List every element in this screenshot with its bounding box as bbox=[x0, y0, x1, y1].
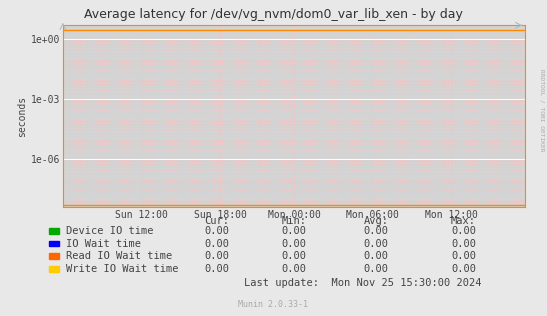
Text: Last update:  Mon Nov 25 15:30:00 2024: Last update: Mon Nov 25 15:30:00 2024 bbox=[244, 278, 481, 288]
Text: RRDTOOL / TOBI OETIKER: RRDTOOL / TOBI OETIKER bbox=[539, 69, 544, 152]
Text: Max:: Max: bbox=[451, 216, 476, 227]
Text: Write IO Wait time: Write IO Wait time bbox=[66, 264, 178, 274]
Text: 0.00: 0.00 bbox=[281, 226, 306, 236]
Text: 0.00: 0.00 bbox=[451, 226, 476, 236]
Text: 0.00: 0.00 bbox=[451, 239, 476, 249]
Text: IO Wait time: IO Wait time bbox=[66, 239, 141, 249]
Text: Avg:: Avg: bbox=[363, 216, 388, 227]
Text: 0.00: 0.00 bbox=[281, 251, 306, 261]
Text: 0.00: 0.00 bbox=[205, 264, 230, 274]
Text: 0.00: 0.00 bbox=[281, 239, 306, 249]
Text: 0.00: 0.00 bbox=[205, 226, 230, 236]
Text: 0.00: 0.00 bbox=[363, 239, 388, 249]
Text: 0.00: 0.00 bbox=[363, 226, 388, 236]
Text: Min:: Min: bbox=[281, 216, 306, 227]
Text: 0.00: 0.00 bbox=[451, 264, 476, 274]
Text: 0.00: 0.00 bbox=[281, 264, 306, 274]
Text: Cur:: Cur: bbox=[205, 216, 230, 227]
Text: 0.00: 0.00 bbox=[363, 264, 388, 274]
Text: Munin 2.0.33-1: Munin 2.0.33-1 bbox=[238, 300, 309, 309]
Text: 0.00: 0.00 bbox=[363, 251, 388, 261]
Text: 0.00: 0.00 bbox=[205, 251, 230, 261]
Y-axis label: seconds: seconds bbox=[16, 95, 27, 137]
Text: Read IO Wait time: Read IO Wait time bbox=[66, 251, 172, 261]
Text: Device IO time: Device IO time bbox=[66, 226, 153, 236]
Text: 0.00: 0.00 bbox=[451, 251, 476, 261]
Text: 0.00: 0.00 bbox=[205, 239, 230, 249]
Text: Average latency for /dev/vg_nvm/dom0_var_lib_xen - by day: Average latency for /dev/vg_nvm/dom0_var… bbox=[84, 8, 463, 21]
